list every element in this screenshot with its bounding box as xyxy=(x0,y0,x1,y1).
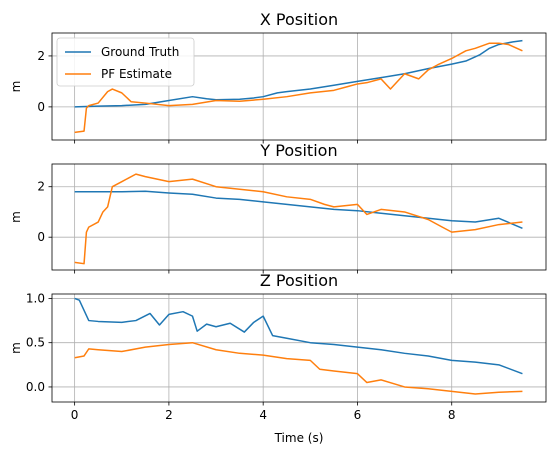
z-position-xlabel: Time (s) xyxy=(274,431,324,445)
y-position-ylabel: m xyxy=(9,211,23,223)
x-position-panel: 0 2 X Position m Ground Truth PF Estimate xyxy=(9,10,547,144)
z-position-xtick-label-1: 2 xyxy=(165,408,173,422)
x-position-ytick-label-0: 0 xyxy=(37,100,45,114)
z-position-panel: 0 2 4 6 8 0.0 0.5 1.0 Z Position m Time (s) xyxy=(9,271,547,445)
y-position-series-pf-estimate xyxy=(74,173,523,265)
z-position-xtick-label-3: 6 xyxy=(354,408,362,422)
y-position-title: Y Position xyxy=(259,141,337,160)
y-position-plot-area xyxy=(52,164,546,270)
z-position-axes-frame xyxy=(51,293,547,403)
y-position-ytick-label-0: 0 xyxy=(37,230,45,244)
z-position-xtick-label-4: 8 xyxy=(448,408,456,422)
legend-label-ground-truth: Ground Truth xyxy=(101,45,179,59)
y-position-panel: 0 2 Y Position m xyxy=(9,141,547,274)
z-position-xtick-label-0: 0 xyxy=(71,408,79,422)
z-position-ylabel: m xyxy=(9,342,23,354)
legend-box xyxy=(56,37,195,87)
x-position-title: X Position xyxy=(260,10,338,29)
z-position-plot-area xyxy=(52,294,546,402)
x-position-axes-frame xyxy=(51,32,547,141)
x-position-ylabel: m xyxy=(9,81,23,93)
z-position-series-pf-estimate xyxy=(74,341,523,395)
y-position-series-ground-truth xyxy=(74,190,523,230)
legend-label-pf-estimate: PF Estimate xyxy=(101,67,172,81)
z-position-xtick-label-2: 4 xyxy=(259,408,267,422)
z-position-ytick-label-1: 0.5 xyxy=(26,336,45,350)
z-position-title: Z Position xyxy=(260,271,338,290)
z-position-ytick-label-0: 0.0 xyxy=(26,380,45,394)
z-position-series-ground-truth xyxy=(74,297,523,375)
x-position-series-pf-estimate xyxy=(74,42,523,134)
x-position-ytick-label-1: 2 xyxy=(37,49,45,63)
z-position-ytick-label-2: 1.0 xyxy=(26,291,45,305)
x-position-series-ground-truth xyxy=(74,39,523,108)
y-position-ytick-label-1: 2 xyxy=(37,180,45,194)
y-position-axes-frame xyxy=(51,163,547,271)
